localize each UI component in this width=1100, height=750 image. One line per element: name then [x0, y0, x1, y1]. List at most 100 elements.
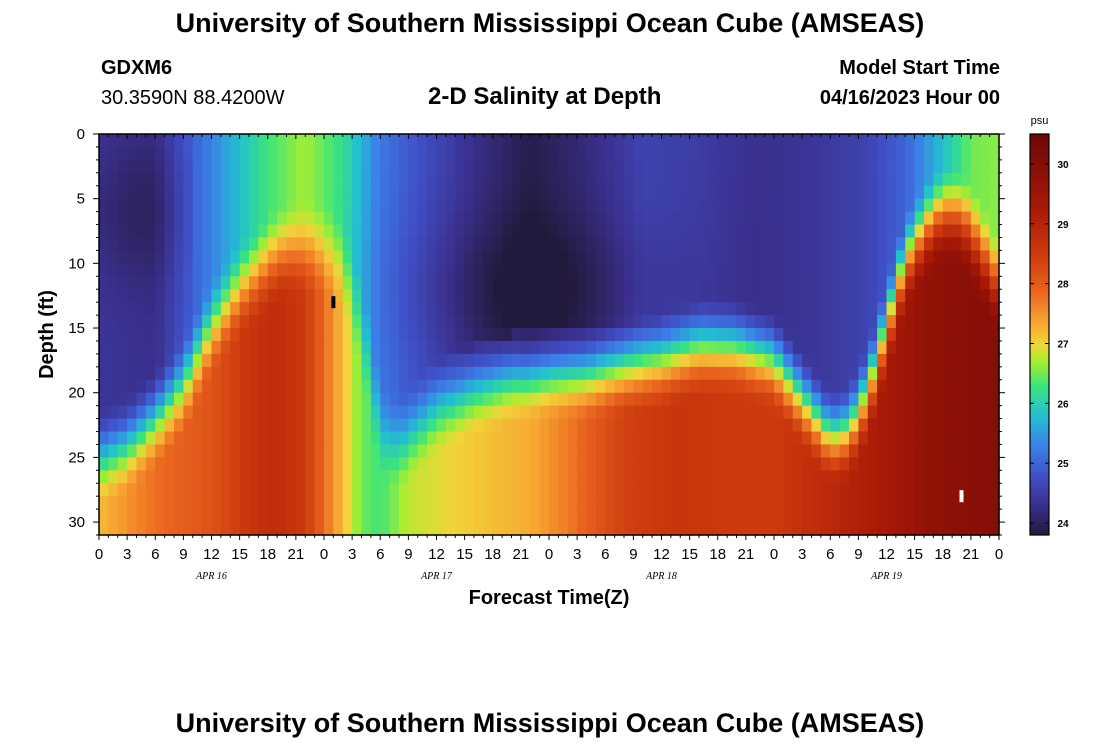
heatmap-cell	[586, 444, 597, 458]
heatmap-cell	[117, 198, 128, 213]
heatmap-cell	[286, 483, 297, 497]
heatmap-cell	[745, 302, 756, 316]
heatmap-cell	[914, 366, 925, 381]
heatmap-cell	[108, 340, 119, 355]
heatmap-cell	[661, 496, 672, 510]
heatmap-cell	[530, 185, 541, 200]
colorbar-segment	[1030, 337, 1049, 342]
heatmap-cell	[474, 392, 484, 407]
colorbar-segment	[1030, 144, 1049, 148]
heatmap-cell	[586, 302, 597, 316]
heatmap-cell	[192, 159, 203, 174]
heatmap-cell	[586, 405, 597, 420]
heatmap-cell	[727, 496, 738, 510]
day-label: APR 19	[870, 571, 902, 582]
heatmap-cell	[727, 392, 738, 407]
heatmap-cell	[914, 237, 925, 252]
heatmap-cell	[970, 289, 981, 303]
heatmap-cell	[877, 431, 888, 446]
heatmap-cell	[614, 159, 625, 174]
heatmap-cell	[483, 185, 494, 200]
heatmap-cell	[539, 263, 550, 277]
heatmap-cell	[127, 418, 138, 433]
colorbar-segment	[1030, 501, 1049, 506]
heatmap-cell	[830, 276, 841, 290]
heatmap-cell	[520, 366, 531, 381]
heatmap-cell	[305, 470, 316, 484]
heatmap-cell	[942, 263, 953, 277]
heatmap-cell	[970, 159, 981, 174]
heatmap-cell	[258, 483, 269, 497]
heatmap-cell	[427, 198, 438, 213]
heatmap-cell	[764, 146, 775, 161]
colorbar-segment	[1030, 167, 1049, 172]
heatmap-cell	[277, 392, 288, 407]
heatmap-cell	[399, 392, 409, 407]
heatmap-cell	[745, 276, 756, 290]
heatmap-cell	[858, 470, 869, 484]
heatmap-cell	[136, 392, 147, 407]
heatmap-cell	[699, 509, 709, 523]
heatmap-cell	[652, 431, 663, 446]
heatmap-cell	[774, 509, 784, 523]
heatmap-cell	[877, 392, 888, 407]
heatmap-cell	[642, 289, 653, 303]
heatmap-cell	[305, 483, 316, 497]
x-tick-label: 15	[906, 546, 923, 563]
heatmap-cell	[239, 366, 250, 381]
heatmap-cell	[605, 509, 616, 523]
heatmap-cell	[680, 224, 691, 239]
heatmap-cell	[980, 522, 991, 536]
heatmap-cell	[811, 509, 822, 523]
heatmap-cell	[577, 328, 588, 342]
heatmap-cell	[886, 172, 897, 187]
heatmap-cell	[970, 211, 981, 226]
heatmap-cell	[445, 431, 456, 446]
heatmap-cell	[464, 328, 475, 342]
heatmap-cell	[455, 146, 466, 161]
heatmap-cell	[333, 366, 344, 381]
heatmap-cell	[483, 496, 494, 510]
heatmap-cell	[258, 405, 269, 420]
heatmap-cell	[980, 444, 991, 458]
heatmap-cell	[792, 444, 803, 458]
heatmap-cell	[980, 237, 991, 252]
heatmap-cell	[727, 366, 738, 381]
heatmap-cell	[117, 185, 128, 200]
heatmap-cell	[839, 444, 850, 458]
heatmap-cell	[895, 379, 906, 394]
heatmap-cell	[305, 146, 316, 161]
heatmap-cell	[539, 509, 550, 523]
colorbar-segment	[1030, 157, 1049, 162]
heatmap-cell	[436, 315, 447, 329]
heatmap-cell	[792, 263, 803, 277]
heatmap-cell	[99, 198, 109, 213]
heatmap-cell	[980, 159, 991, 174]
heatmap-cell	[839, 328, 850, 342]
heatmap-cell	[980, 353, 991, 368]
heatmap-cell	[877, 224, 888, 239]
heatmap-cell	[942, 431, 953, 446]
heatmap-cell	[286, 328, 297, 342]
heatmap-cell	[267, 328, 278, 342]
heatmap-cell	[661, 328, 672, 342]
heatmap-cell	[295, 379, 306, 394]
heatmap-cell	[445, 470, 456, 484]
heatmap-cell	[239, 289, 250, 303]
heatmap-cell	[755, 496, 766, 510]
heatmap-cell	[267, 211, 278, 226]
heatmap-cell	[652, 146, 663, 161]
heatmap-cell	[305, 509, 316, 523]
heatmap-cell	[905, 379, 916, 394]
heatmap-cell	[783, 134, 794, 148]
heatmap-cell	[858, 509, 869, 523]
heatmap-cell	[755, 418, 766, 433]
heatmap-cell	[174, 353, 184, 368]
heatmap-cell	[595, 353, 606, 368]
heatmap-cell	[389, 431, 400, 446]
heatmap-cell	[155, 522, 166, 536]
heatmap-cell	[886, 146, 897, 161]
heatmap-cell	[530, 211, 541, 226]
heatmap-cell	[755, 444, 766, 458]
heatmap-cell	[427, 302, 438, 316]
